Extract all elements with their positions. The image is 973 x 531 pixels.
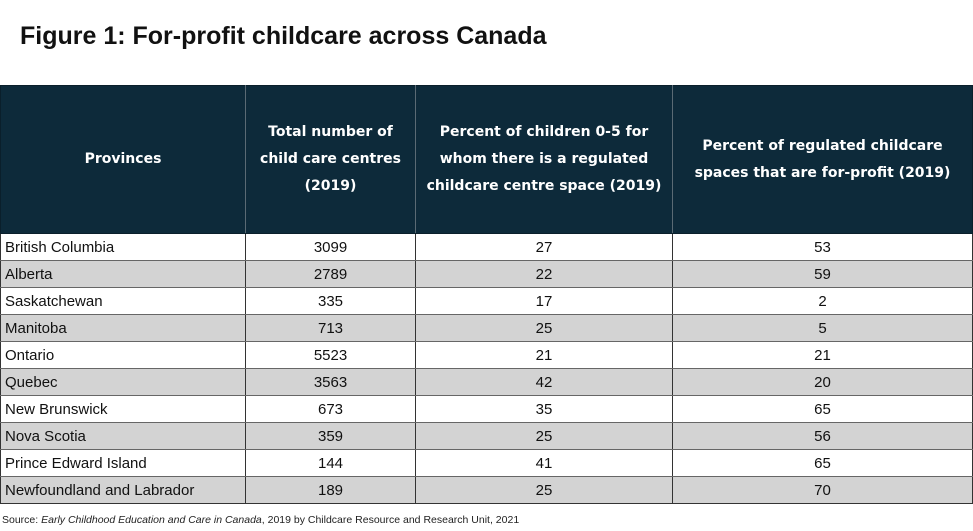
province-cell: Prince Edward Island <box>0 449 246 477</box>
header-percent-for-profit: Percent of regulated childcare spaces tha… <box>672 85 973 234</box>
province-cell: Quebec <box>0 368 246 396</box>
header-line: whom there is a regulated <box>439 151 649 167</box>
percent-for-profit-cell: 65 <box>672 449 973 477</box>
percent-for-profit-cell: 56 <box>672 422 973 450</box>
childcare-table: Provinces Total number of child care centr… <box>0 85 973 504</box>
percent-children-cell: 17 <box>415 287 673 315</box>
percent-for-profit-cell: 5 <box>672 314 973 342</box>
percent-for-profit-cell: 2 <box>672 287 973 315</box>
total-centres-cell: 3563 <box>245 368 416 396</box>
province-cell: Ontario <box>0 341 246 369</box>
header-row: Provinces Total number of child care centr… <box>0 85 973 234</box>
percent-for-profit-cell: 65 <box>672 395 973 423</box>
percent-for-profit-cell: 59 <box>672 260 973 288</box>
total-centres-cell: 5523 <box>245 341 416 369</box>
total-centres-cell: 335 <box>245 287 416 315</box>
header-line: Provinces <box>84 151 162 167</box>
table-row: Manitoba 713 25 5 <box>0 314 973 342</box>
province-cell: British Columbia <box>0 233 246 261</box>
percent-for-profit-cell: 20 <box>672 368 973 396</box>
header-line: Total number of <box>268 124 393 140</box>
table-row: British Columbia 3099 27 53 <box>0 233 973 261</box>
header-line: childcare centre space (2019) <box>426 178 662 194</box>
total-centres-cell: 189 <box>245 476 416 504</box>
province-cell: Saskatchewan <box>0 287 246 315</box>
source-note: Source: Early Childhood Education and Ca… <box>2 514 519 526</box>
table-row: Ontario 5523 21 21 <box>0 341 973 369</box>
source-prefix: Source: <box>2 514 42 526</box>
province-cell: Manitoba <box>0 314 246 342</box>
header-line: Percent of regulated childcare <box>702 137 943 154</box>
header-provinces: Provinces <box>0 85 246 234</box>
table-row: Prince Edward Island 144 41 65 <box>0 449 973 477</box>
percent-for-profit-cell: 70 <box>672 476 973 504</box>
table-body: British Columbia 3099 27 53 Alberta 2789 22 59 S… <box>0 233 973 504</box>
header-percent-children: Percent of children 0-5 for whom there is… <box>415 85 673 234</box>
source-work-title: Early Childhood Education and Care in Ca… <box>41 514 262 526</box>
percent-children-cell: 21 <box>415 341 673 369</box>
total-centres-cell: 673 <box>245 395 416 423</box>
figure-title: Figure 1: For-profit childcare across Ca… <box>20 22 547 50</box>
table-row: Saskatchewan 335 17 2 <box>0 287 973 315</box>
table-row: Nova Scotia 359 25 56 <box>0 422 973 450</box>
percent-children-cell: 41 <box>415 449 673 477</box>
percent-for-profit-cell: 53 <box>672 233 973 261</box>
header-line: child care centres <box>260 151 401 167</box>
header-line: spaces that are for-profit (2019) <box>694 164 951 181</box>
table-row: Alberta 2789 22 59 <box>0 260 973 288</box>
table-row: New Brunswick 673 35 65 <box>0 395 973 423</box>
source-suffix: , 2019 by Childcare Resource and Researc… <box>261 514 520 526</box>
province-cell: Nova Scotia <box>0 422 246 450</box>
percent-for-profit-cell: 21 <box>672 341 973 369</box>
header-line: (2019) <box>304 178 357 194</box>
total-centres-cell: 359 <box>245 422 416 450</box>
province-cell: New Brunswick <box>0 395 246 423</box>
percent-children-cell: 35 <box>415 395 673 423</box>
percent-children-cell: 22 <box>415 260 673 288</box>
header-line: Percent of children 0-5 for <box>439 124 649 140</box>
total-centres-cell: 3099 <box>245 233 416 261</box>
percent-children-cell: 27 <box>415 233 673 261</box>
table-row: Newfoundland and Labrador 189 25 70 <box>0 476 973 504</box>
table-header: Provinces Total number of child care centr… <box>0 85 973 234</box>
percent-children-cell: 25 <box>415 314 673 342</box>
percent-children-cell: 25 <box>415 476 673 504</box>
percent-children-cell: 25 <box>415 422 673 450</box>
total-centres-cell: 2789 <box>245 260 416 288</box>
total-centres-cell: 713 <box>245 314 416 342</box>
table-row: Quebec 3563 42 20 <box>0 368 973 396</box>
header-total-centres: Total number of child care centres (2019) <box>245 85 416 234</box>
province-cell: Newfoundland and Labrador <box>0 476 246 504</box>
province-cell: Alberta <box>0 260 246 288</box>
percent-children-cell: 42 <box>415 368 673 396</box>
total-centres-cell: 144 <box>245 449 416 477</box>
